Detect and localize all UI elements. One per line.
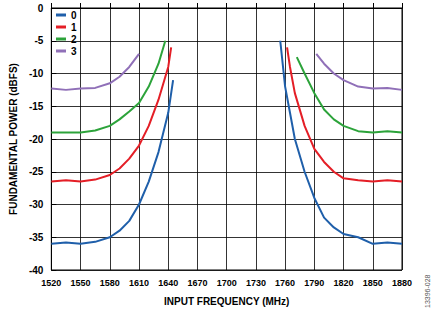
svg-text:-35: -35 <box>29 232 44 243</box>
svg-text:-40: -40 <box>29 265 44 276</box>
svg-text:1640: 1640 <box>158 278 178 288</box>
svg-text:INPUT FREQUENCY (MHz): INPUT FREQUENCY (MHz) <box>164 296 289 307</box>
svg-text:1790: 1790 <box>304 278 324 288</box>
svg-text:1850: 1850 <box>363 278 383 288</box>
svg-text:1520: 1520 <box>41 278 61 288</box>
svg-text:1: 1 <box>71 22 77 33</box>
svg-text:1730: 1730 <box>246 278 266 288</box>
svg-text:1580: 1580 <box>100 278 120 288</box>
svg-text:0: 0 <box>71 10 77 21</box>
svg-text:-25: -25 <box>29 166 44 177</box>
svg-text:1550: 1550 <box>71 278 91 288</box>
svg-text:2: 2 <box>71 34 77 45</box>
svg-text:-20: -20 <box>29 134 44 145</box>
svg-text:1610: 1610 <box>129 278 149 288</box>
svg-text:-15: -15 <box>29 101 44 112</box>
svg-text:-10: -10 <box>29 68 44 79</box>
svg-text:1670: 1670 <box>187 278 207 288</box>
svg-text:-5: -5 <box>34 35 43 46</box>
svg-text:FUNDAMENTAL POWER (dBFS): FUNDAMENTAL POWER (dBFS) <box>8 63 19 215</box>
svg-text:-30: -30 <box>29 199 44 210</box>
svg-text:1880: 1880 <box>392 278 412 288</box>
svg-text:1760: 1760 <box>275 278 295 288</box>
svg-text:13396-028: 13396-028 <box>424 274 431 308</box>
svg-text:1700: 1700 <box>217 278 237 288</box>
svg-text:0: 0 <box>38 3 44 14</box>
svg-text:3: 3 <box>71 46 77 57</box>
svg-text:1820: 1820 <box>334 278 354 288</box>
